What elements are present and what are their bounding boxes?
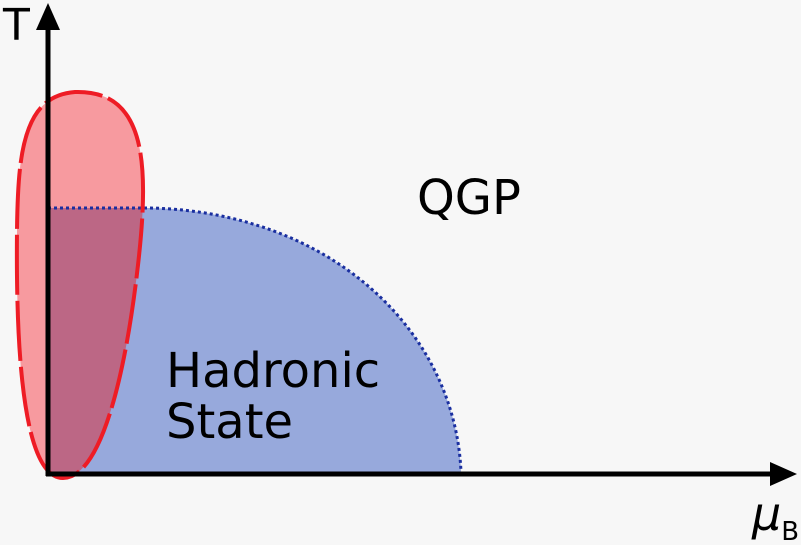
x-axis-label-subscript: B <box>781 517 799 545</box>
y-axis-label: T <box>2 0 30 51</box>
qgp-label: QGP <box>417 170 521 226</box>
x-axis-label-symbol: μ <box>751 487 781 541</box>
x-axis-arrowhead <box>770 462 797 486</box>
x-axis-label: μB <box>751 487 799 545</box>
y-axis-arrowhead <box>36 3 60 30</box>
hadronic-label-line1: Hadronic <box>166 343 380 399</box>
hadronic-label-line2: State <box>166 394 293 450</box>
phase-boundary <box>48 206 463 473</box>
hadronic-region <box>48 208 461 472</box>
experiment-outline <box>14 89 146 481</box>
